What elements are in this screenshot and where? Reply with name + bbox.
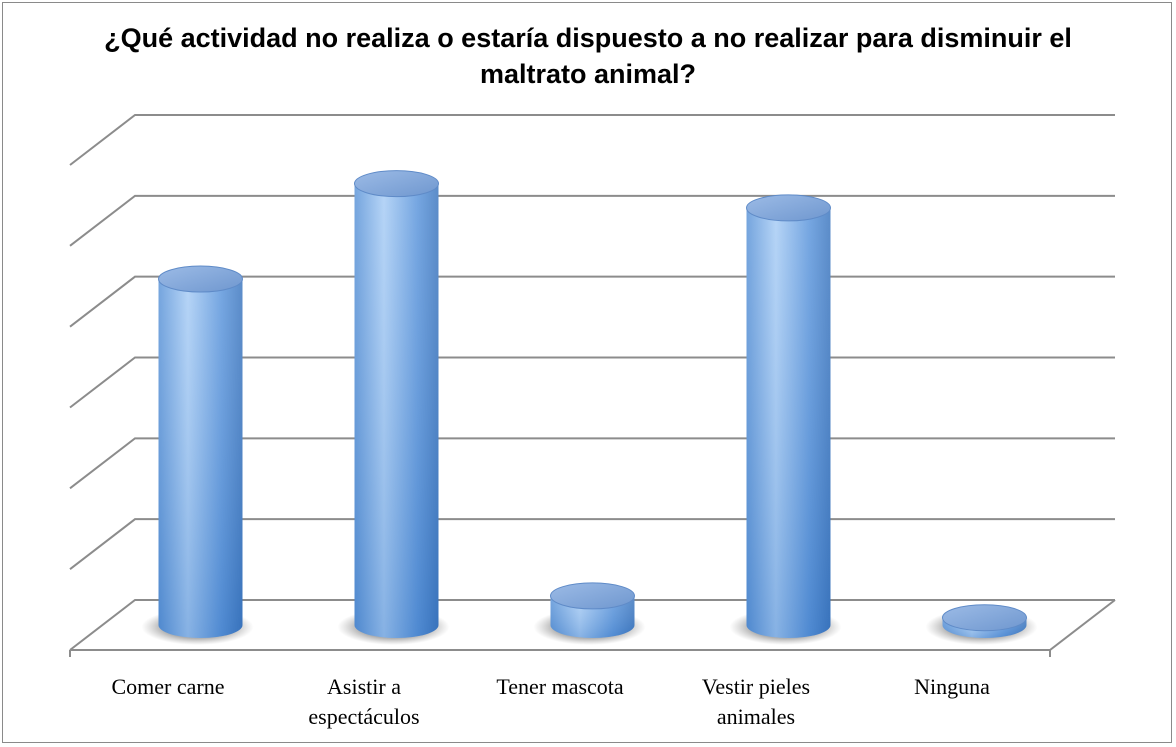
bar-top — [354, 170, 439, 198]
bar-shade — [158, 279, 243, 638]
bar-shade — [354, 183, 439, 638]
chart-title: ¿Qué actividad no realiza o estaría disp… — [104, 23, 1072, 89]
bar-shade — [746, 207, 831, 638]
x-tick-label: Asistir a espectáculos — [308, 674, 420, 729]
x-tick-label: Ninguna — [914, 674, 990, 699]
grid-line — [69, 194, 1115, 247]
x-tick-label: Vestir pieles animales — [701, 674, 811, 729]
bar-top — [550, 582, 635, 610]
bar-top — [942, 604, 1027, 632]
bar-top — [158, 265, 243, 293]
grid-line — [69, 114, 1115, 166]
bar-top — [746, 194, 831, 222]
x-tick-label: Tener mascota — [496, 674, 624, 699]
x-tick-label: Comer carne — [111, 674, 225, 699]
